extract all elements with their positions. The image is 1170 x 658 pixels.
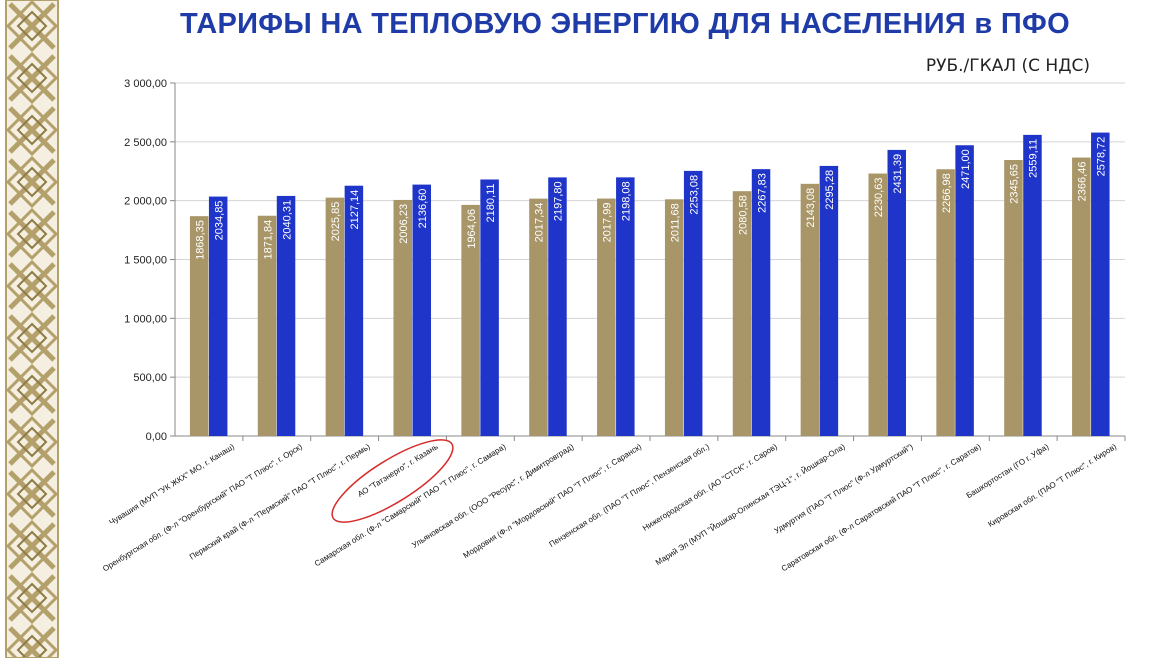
data-label: 2017,34 [534,203,546,243]
bar-current [344,185,364,436]
y-tick-label: 3 000,00 [124,78,167,90]
data-label: 2366,46 [1077,162,1089,202]
data-label: 2080,58 [737,195,749,235]
bar-previous [325,197,345,436]
data-label: 2253,08 [688,175,700,215]
bar-previous [732,191,752,436]
data-label: 2345,65 [1009,164,1021,204]
data-label: 2267,83 [756,173,768,213]
category-label: Чувашия (МУП "УК ЖКХ" МО, г. Канаш) [108,442,237,527]
bar-previous [461,204,480,436]
bar-current [819,165,839,436]
data-label: 1871,84 [262,220,274,260]
bar-previous [800,183,820,436]
data-label: 2230,63 [873,178,885,218]
highlight-ellipse [331,439,454,523]
bar-previous [1072,157,1091,436]
data-label: 2295,28 [824,170,836,210]
bar-current [412,184,431,436]
y-tick-label: 1 000,00 [124,313,167,325]
data-label: 2578,72 [1096,137,1108,177]
data-label: 2197,80 [553,181,565,221]
bar-current [208,196,228,436]
bar-previous [1004,159,1023,436]
data-label: 2034,85 [213,201,225,241]
data-label: 2143,08 [805,188,817,228]
units-label: РУБ./ГКАЛ (С НДС) [925,56,1090,76]
y-tick-label: 1 500,00 [124,255,167,267]
chart-title: ТАРИФЫ НА ТЕПЛОВУЮ ЭНЕРГИЮ ДЛЯ НАСЕЛЕНИЯ… [180,8,1070,40]
data-label: 2559,11 [1028,139,1040,178]
bar-current [683,170,703,437]
y-tick-label: 2 500,00 [124,137,167,149]
data-label: 2180,11 [485,183,497,222]
bar-current [751,169,771,436]
data-label: 2006,23 [398,204,410,244]
category-label: Кировская обл. (ПАО "Т Плюс", г. Киров) [986,442,1118,529]
y-tick-label: 2 000,00 [124,196,167,208]
bar-previous [257,215,277,436]
bar-previous [936,169,955,436]
bar-current [616,177,635,436]
y-tick-label: 0,00 [146,431,167,443]
category-label: Нижегородская обл. (АО "СТСК", г. Саров) [641,442,779,533]
data-label: 2471,00 [960,149,972,189]
bar-current [276,195,296,436]
bar-current [548,177,567,436]
y-tick-label: 500,00 [133,372,167,384]
bar-previous [529,198,548,436]
data-label: 2266,98 [941,173,953,213]
bar-current [1091,132,1110,436]
data-label: 2025,85 [330,202,342,242]
data-label: 1964,06 [466,209,478,249]
data-label: 2040,31 [281,200,293,240]
bar-current [1023,134,1042,436]
bar-previous [664,199,684,436]
decorative-border [5,0,59,658]
bar-previous [393,199,412,436]
data-label: 2198,08 [621,181,633,221]
data-label: 2136,60 [417,189,429,229]
bar-previous [189,216,209,436]
bar-previous [868,173,887,436]
data-label: 2011,68 [669,203,681,242]
bar-current [955,145,974,436]
data-label: 2431,39 [892,154,904,194]
data-label: 1868,35 [194,220,206,260]
bar-current [887,149,906,437]
bar-current [480,179,499,436]
data-label: 2017,99 [602,203,614,243]
category-label: Удмуртия (ПАО "Т Плюс" (Ф-л Удмуртский") [773,442,915,536]
bar-previous [597,198,616,436]
data-label: 2127,14 [349,190,361,230]
